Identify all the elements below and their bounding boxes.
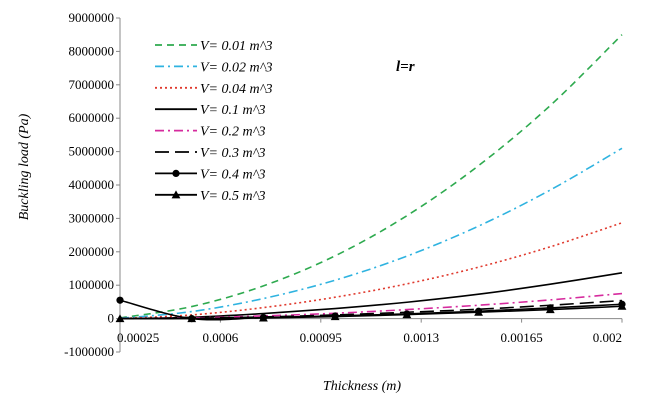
legend-label: V= 0.2 m^3 <box>200 125 266 140</box>
legend-entry: V= 0.2 m^3 <box>155 125 266 140</box>
x-tick-label: 0.00165 <box>500 330 542 345</box>
x-tick-label: 0.0006 <box>203 330 239 345</box>
legend-label: V= 0.1 m^3 <box>200 103 266 118</box>
legend-label: V= 0.3 m^3 <box>200 146 266 161</box>
data-point <box>330 312 340 321</box>
y-tick-label: -1000000 <box>64 344 114 359</box>
y-tick-label: 8000000 <box>69 43 115 58</box>
series-layer <box>115 34 627 323</box>
legend-label: V= 0.5 m^3 <box>200 189 266 204</box>
legend-marker <box>171 190 181 199</box>
y-tick-label: 6000000 <box>69 110 115 125</box>
data-point <box>259 313 268 322</box>
y-tick-label: 7000000 <box>69 77 115 92</box>
legend-entry: V= 0.04 m^3 <box>155 82 273 97</box>
x-tick-label: 0.002 <box>593 330 622 345</box>
series-line <box>119 305 623 320</box>
annotation-label: l=r <box>396 59 415 75</box>
data-point <box>187 314 197 323</box>
series-line <box>119 147 623 320</box>
y-tick-label: 4000000 <box>69 177 115 192</box>
legend-entry: V= 0.01 m^3 <box>155 39 273 54</box>
x-tick-label: 0.00095 <box>300 330 342 345</box>
series-v-0-02-m-3 <box>119 147 623 320</box>
series-v-0-3-m-3 <box>119 299 623 320</box>
y-tick-label: 9000000 <box>69 10 115 25</box>
series-line <box>119 221 623 320</box>
legend-marker <box>172 169 180 177</box>
series-v-0-01-m-3 <box>119 34 623 319</box>
series-line <box>119 299 623 320</box>
data-point <box>116 296 124 304</box>
legend-entry: V= 0.1 m^3 <box>155 103 266 118</box>
legend-entry: V= 0.4 m^3 <box>155 167 266 182</box>
y-axis-label: Buckling load (Pa) <box>17 113 32 220</box>
y-tick-label: 5000000 <box>69 144 115 159</box>
data-point <box>402 310 412 319</box>
legend-entry: V= 0.3 m^3 <box>155 146 266 161</box>
legend-label: V= 0.4 m^3 <box>200 167 266 182</box>
x-tick-label: 0.00025 <box>117 330 159 345</box>
axes: -1000000 0 1000000 2000000 3000000 4000000 500… <box>64 10 623 359</box>
x-tick-label: 0.0013 <box>403 330 439 345</box>
legend-entry: V= 0.02 m^3 <box>155 60 273 75</box>
data-point <box>474 307 483 316</box>
legend-entry: V= 0.5 m^3 <box>155 189 266 204</box>
legend: V= 0.01 m^3 V= 0.02 m^3 V= 0.04 m^3 V= 0.1 … <box>155 39 273 204</box>
y-tick-label: 0 <box>108 311 115 326</box>
series-v-0-04-m-3 <box>119 221 623 320</box>
data-point <box>115 314 125 323</box>
y-tick-label: 1000000 <box>69 277 115 292</box>
y-tick-label: 3000000 <box>69 210 115 225</box>
y-tick-label: 2000000 <box>69 244 115 259</box>
series-v-0-5-m-3 <box>115 301 627 323</box>
legend-label: V= 0.01 m^3 <box>200 39 273 54</box>
data-point <box>545 305 555 314</box>
x-axis-label: Thickness (m) <box>323 379 401 394</box>
legend-label: V= 0.04 m^3 <box>200 82 273 97</box>
data-point <box>617 301 627 310</box>
legend-label: V= 0.02 m^3 <box>200 60 273 75</box>
series-line <box>119 34 623 319</box>
